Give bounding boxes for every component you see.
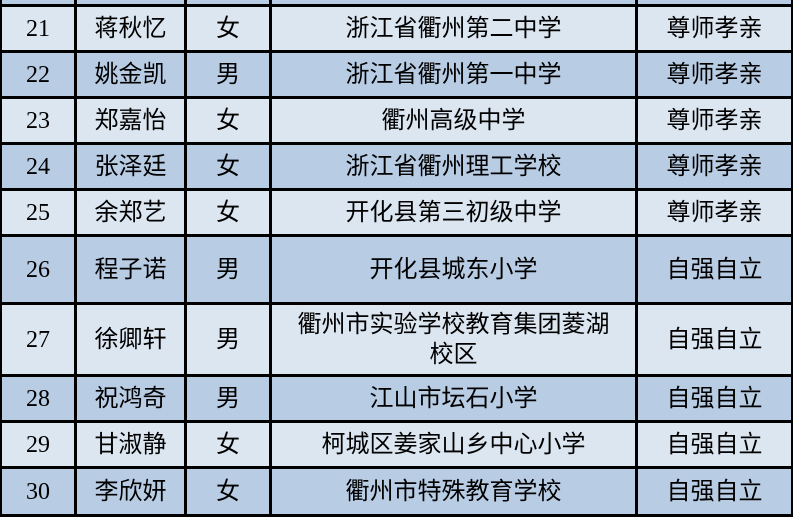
award-category-cell: 尊师孝亲 — [635, 142, 793, 191]
row-number-cell: 24 — [0, 142, 77, 191]
school-name-cell: 浙江省衢州第一中学 — [269, 50, 638, 99]
gender-cell: 女 — [184, 420, 272, 469]
school-name-cell: 浙江省衢州第二中学 — [269, 4, 638, 53]
gender-cell: 男 — [184, 50, 272, 99]
table-row: 28 祝鸿奇男江山市坛石小学 自强自立 — [0, 374, 793, 423]
gender-cell: 女 — [184, 188, 272, 237]
gender-cell: 男 — [184, 374, 272, 423]
table-row: 22 姚金凯男浙江省衢州第一中学 尊师孝亲 — [0, 50, 793, 99]
table-row: 29 甘淑静女柯城区姜家山乡中心小学 自强自立 — [0, 420, 793, 469]
award-category-cell: 尊师孝亲 — [635, 4, 793, 53]
row-number-cell: 27 — [0, 302, 77, 377]
school-name-cell: 衢州高级中学 — [269, 96, 638, 145]
row-number-cell: 25 — [0, 188, 77, 237]
award-category-cell: 自强自立 — [635, 420, 793, 469]
school-name-cell: 浙江省衢州理工学校 — [269, 142, 638, 191]
school-name-cell: 柯城区姜家山乡中心小学 — [269, 420, 638, 469]
gender-cell: 女 — [184, 4, 272, 53]
table-row: 27 徐卿轩男衢州市实验学校教育集团菱湖校区 自强自立 — [0, 302, 793, 377]
school-name-cell: 江山市坛石小学 — [269, 374, 638, 423]
row-number-cell: 22 — [0, 50, 77, 99]
award-category-cell: 自强自立 — [635, 234, 793, 305]
award-category-cell: 尊师孝亲 — [635, 96, 793, 145]
award-category-cell: 尊师孝亲 — [635, 50, 793, 99]
gender-cell: 男 — [184, 234, 272, 305]
gender-cell: 女 — [184, 96, 272, 145]
gender-cell: 女 — [184, 142, 272, 191]
row-number-cell: 29 — [0, 420, 77, 469]
table-row: 30 李欣妍女衢州市特殊教育学校 自强自立 — [0, 466, 793, 517]
student-name-cell: 徐卿轩 — [74, 302, 187, 377]
award-category-cell: 自强自立 — [635, 374, 793, 423]
student-name-cell: 余郑艺 — [74, 188, 187, 237]
school-name-cell: 衢州市实验学校教育集团菱湖校区 — [269, 302, 638, 377]
gender-cell: 女 — [184, 466, 272, 517]
row-number-cell: 28 — [0, 374, 77, 423]
award-category-cell: 自强自立 — [635, 466, 793, 517]
student-name-cell: 郑嘉怡 — [74, 96, 187, 145]
student-name-cell: 甘淑静 — [74, 420, 187, 469]
table-row: 23 郑嘉怡女衢州高级中学 尊师孝亲 — [0, 96, 793, 145]
row-number-cell: 30 — [0, 466, 77, 517]
student-name-cell: 李欣妍 — [74, 466, 187, 517]
student-name-cell: 姚金凯 — [74, 50, 187, 99]
student-name-cell: 张泽廷 — [74, 142, 187, 191]
table-row-prev — [0, 0, 793, 7]
school-name-cell: 开化县城东小学 — [269, 234, 638, 305]
row-number-cell: 26 — [0, 234, 77, 305]
table-row: 24 张泽廷女浙江省衢州理工学校 尊师孝亲 — [0, 142, 793, 191]
table-row: 21 蒋秋忆女浙江省衢州第二中学 尊师孝亲 — [0, 4, 793, 53]
school-name-cell: 衢州市特殊教育学校 — [269, 466, 638, 517]
award-category-cell: 自强自立 — [635, 302, 793, 377]
award-category-cell: 尊师孝亲 — [635, 188, 793, 237]
row-number-cell: 21 — [0, 4, 77, 53]
table-row: 25 余郑艺女开化县第三初级中学 尊师孝亲 — [0, 188, 793, 237]
student-name-cell: 蒋秋忆 — [74, 4, 187, 53]
row-number-cell: 23 — [0, 96, 77, 145]
school-name-cell: 开化县第三初级中学 — [269, 188, 638, 237]
table-row: 26 程子诺男开化县城东小学 自强自立 — [0, 234, 793, 305]
gender-cell: 男 — [184, 302, 272, 377]
student-name-cell: 祝鸿奇 — [74, 374, 187, 423]
student-name-cell: 程子诺 — [74, 234, 187, 305]
